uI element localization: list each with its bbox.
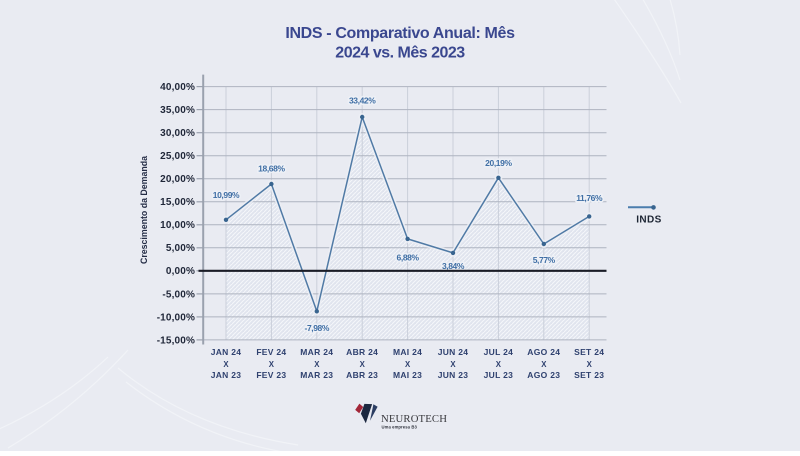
svg-text:5,00%: 5,00% xyxy=(166,243,195,254)
svg-text:JAN 23: JAN 23 xyxy=(211,370,242,380)
svg-text:NEUROTECH: NEUROTECH xyxy=(381,413,447,425)
svg-text:X: X xyxy=(450,360,456,369)
svg-text:SET 23: SET 23 xyxy=(574,370,604,380)
svg-text:MAR 23: MAR 23 xyxy=(300,370,333,380)
svg-text:SET 24: SET 24 xyxy=(574,347,604,357)
svg-text:35,00%: 35,00% xyxy=(160,105,195,116)
svg-text:Crescimento da Demanda: Crescimento da Demanda xyxy=(139,156,149,264)
svg-text:11,76%: 11,76% xyxy=(576,193,603,203)
svg-text:JUN 23: JUN 23 xyxy=(438,370,469,380)
svg-text:10,00%: 10,00% xyxy=(160,220,195,231)
svg-text:20,00%: 20,00% xyxy=(160,174,195,185)
svg-text:3,84%: 3,84% xyxy=(442,261,465,271)
svg-text:-15,00%: -15,00% xyxy=(157,335,195,346)
svg-text:JUL 24: JUL 24 xyxy=(484,347,514,357)
svg-text:30,00%: 30,00% xyxy=(160,128,195,139)
svg-text:X: X xyxy=(360,360,366,369)
svg-text:X: X xyxy=(314,360,320,369)
svg-text:MAR 24: MAR 24 xyxy=(300,347,333,357)
svg-text:-7,98%: -7,98% xyxy=(305,323,330,333)
svg-text:X: X xyxy=(496,360,502,369)
svg-text:Uma empresa B3: Uma empresa B3 xyxy=(382,424,418,429)
svg-text:X: X xyxy=(269,360,275,369)
svg-text:INDS: INDS xyxy=(636,214,662,225)
svg-text:X: X xyxy=(587,360,593,369)
svg-text:10,99%: 10,99% xyxy=(213,190,240,200)
svg-text:JUL 23: JUL 23 xyxy=(484,370,514,380)
svg-text:FEV 24: FEV 24 xyxy=(256,347,286,357)
svg-text:6,88%: 6,88% xyxy=(397,252,420,262)
svg-text:25,00%: 25,00% xyxy=(160,151,195,162)
svg-text:5,77%: 5,77% xyxy=(533,255,556,265)
svg-text:MAI 23: MAI 23 xyxy=(393,370,422,380)
svg-text:X: X xyxy=(223,360,229,369)
svg-text:JAN 24: JAN 24 xyxy=(211,347,242,357)
svg-text:-10,00%: -10,00% xyxy=(157,312,195,323)
svg-text:20,19%: 20,19% xyxy=(485,158,512,168)
svg-text:INDS - Comparativo Anual: Mês: INDS - Comparativo Anual: Mês xyxy=(285,25,515,42)
svg-text:2024 vs. Mês 2023: 2024 vs. Mês 2023 xyxy=(335,45,465,62)
svg-text:MAI 24: MAI 24 xyxy=(393,347,422,357)
svg-text:-5,00%: -5,00% xyxy=(162,289,195,300)
svg-text:33,42%: 33,42% xyxy=(349,95,376,105)
svg-text:ABR 23: ABR 23 xyxy=(346,370,378,380)
svg-text:0,00%: 0,00% xyxy=(166,266,195,277)
svg-text:FEV 23: FEV 23 xyxy=(256,370,286,380)
svg-text:ABR 24: ABR 24 xyxy=(346,347,378,357)
svg-text:40,00%: 40,00% xyxy=(160,82,195,93)
svg-text:15,00%: 15,00% xyxy=(160,197,195,208)
svg-text:AGO 23: AGO 23 xyxy=(527,370,560,380)
svg-text:18,68%: 18,68% xyxy=(258,164,285,174)
svg-text:X: X xyxy=(541,360,547,369)
svg-text:JUN 24: JUN 24 xyxy=(438,347,469,357)
svg-text:AGO 24: AGO 24 xyxy=(527,347,560,357)
svg-text:X: X xyxy=(405,360,411,369)
